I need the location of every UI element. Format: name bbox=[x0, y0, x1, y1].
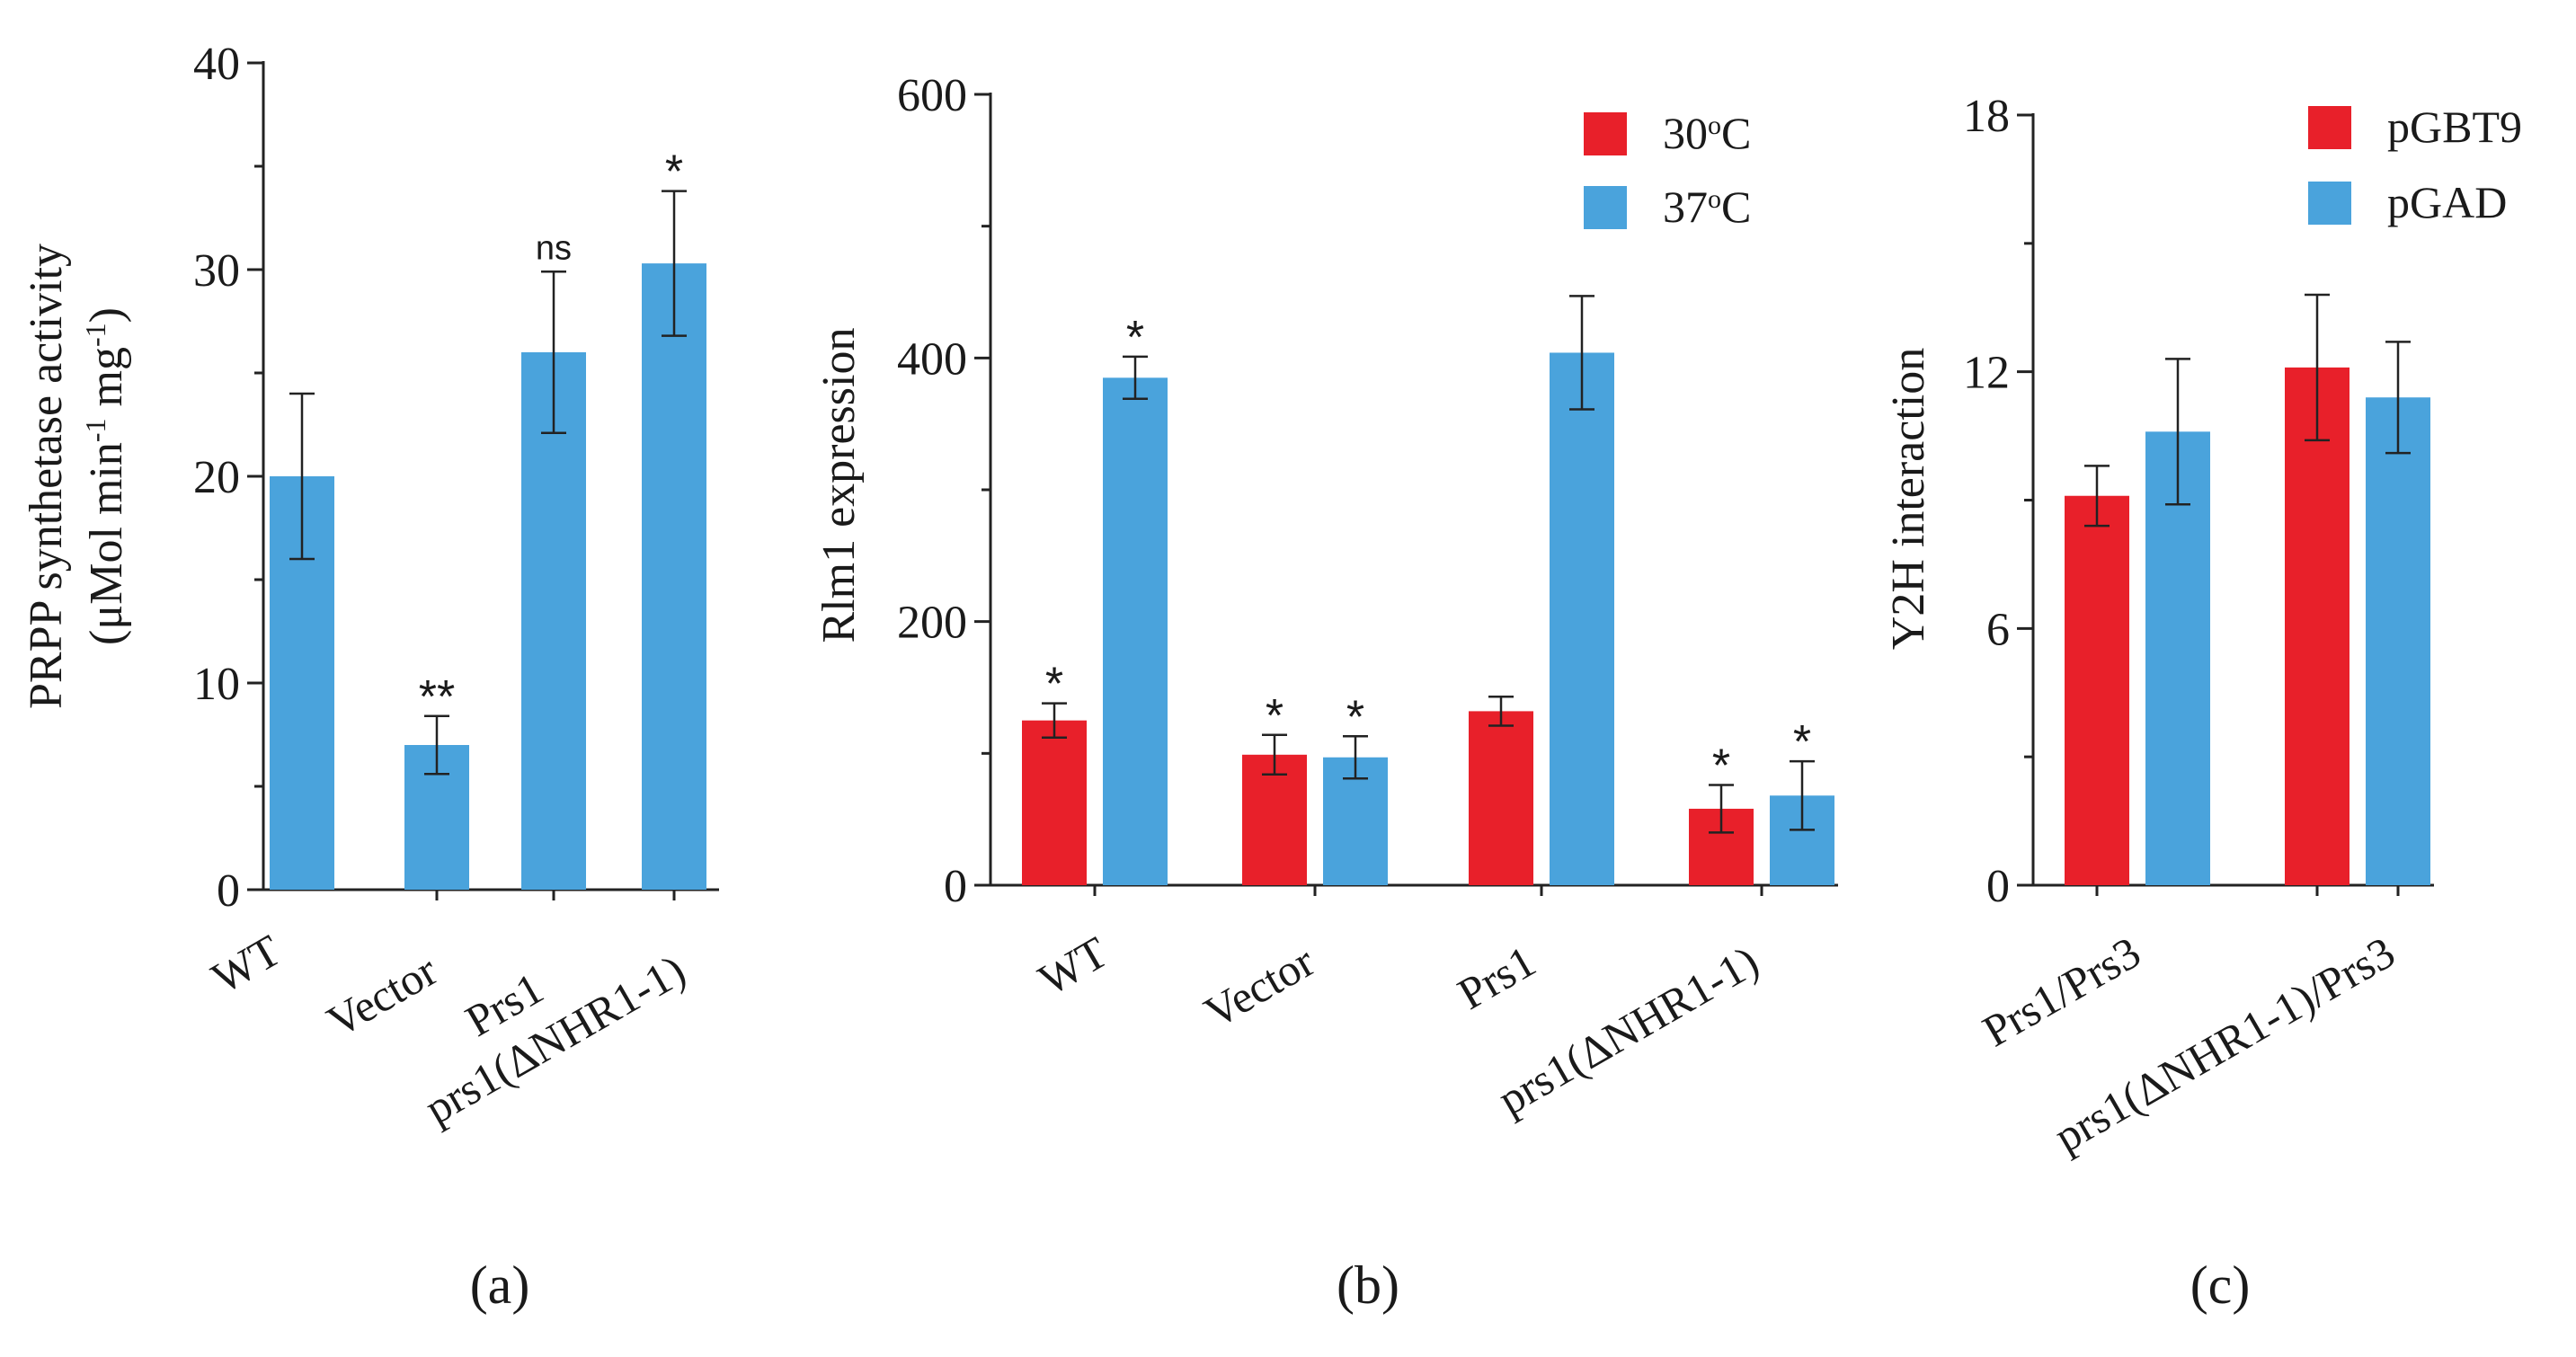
significance-label: * bbox=[1045, 659, 1063, 711]
y-tick-label: 6 bbox=[1986, 604, 2010, 655]
x-category-label: prs1(ΔNHR1-1) bbox=[416, 945, 693, 1133]
y-tick-label: 30 bbox=[193, 245, 240, 297]
panel-label: (a) bbox=[470, 1255, 530, 1315]
bar bbox=[1103, 377, 1168, 885]
y-unit-superscript: -1 bbox=[79, 323, 111, 347]
bar bbox=[2285, 367, 2349, 886]
y-tick-label: 600 bbox=[897, 70, 967, 121]
significance-label: ** bbox=[419, 671, 455, 723]
significance-label: * bbox=[665, 146, 683, 199]
bar bbox=[642, 263, 706, 891]
legend-label: 30oC bbox=[1663, 108, 1751, 158]
bar bbox=[2065, 495, 2129, 885]
x-category-label: Vector bbox=[318, 945, 445, 1047]
legend-degree: o bbox=[1708, 111, 1721, 140]
y-axis-label: PRPP synthetase activity bbox=[21, 244, 72, 709]
legend-label: pGBT9 bbox=[2387, 102, 2522, 152]
y-tick-label: 20 bbox=[193, 452, 240, 503]
y-tick-label: 40 bbox=[193, 39, 240, 90]
y-tick-label: 200 bbox=[897, 598, 967, 649]
significance-label: ns bbox=[536, 229, 572, 267]
legend-unit: C bbox=[1721, 108, 1751, 158]
bar bbox=[1550, 352, 1614, 885]
bar bbox=[1469, 711, 1533, 885]
bar bbox=[2366, 397, 2430, 885]
significance-label: * bbox=[1126, 312, 1144, 364]
significance-label: * bbox=[1266, 690, 1284, 742]
y-tick-label: 0 bbox=[944, 861, 967, 912]
y-tick-label: 400 bbox=[897, 333, 967, 385]
legend-value: 30 bbox=[1663, 108, 1708, 158]
legend-degree: o bbox=[1708, 184, 1721, 214]
legend-swatch bbox=[1584, 112, 1627, 155]
y-unit-part: mg bbox=[81, 347, 132, 418]
legend-swatch bbox=[1584, 186, 1627, 229]
y-tick-label: 18 bbox=[1963, 91, 2010, 142]
legend-value: 37 bbox=[1663, 182, 1708, 232]
legend-label: pGAD bbox=[2387, 177, 2507, 227]
bar bbox=[2145, 431, 2210, 885]
y-tick-label: 12 bbox=[1963, 348, 2010, 399]
legend-unit: C bbox=[1721, 182, 1751, 232]
y-tick-label: 0 bbox=[217, 865, 240, 917]
panel-label: (c) bbox=[2190, 1255, 2251, 1315]
bar bbox=[1242, 754, 1307, 885]
significance-label: * bbox=[1793, 716, 1811, 768]
y-unit-part: (μMol min bbox=[81, 442, 132, 645]
x-category-label: WT bbox=[203, 925, 289, 1003]
bar bbox=[1022, 720, 1087, 885]
y-unit-part: ) bbox=[81, 307, 132, 323]
y-axis-label: Rlm1 expression bbox=[813, 328, 865, 643]
bar bbox=[521, 352, 586, 890]
significance-label: * bbox=[1712, 741, 1730, 793]
y-tick-label: 0 bbox=[1986, 861, 2010, 912]
x-category-label: Vector bbox=[1195, 936, 1322, 1038]
y-tick-label: 10 bbox=[193, 659, 240, 710]
x-category-label: Prs1/Prs3 bbox=[1974, 927, 2148, 1056]
x-category-label: WT bbox=[1030, 927, 1115, 1005]
significance-label: * bbox=[1346, 691, 1364, 743]
legend-label: 37oC bbox=[1663, 182, 1751, 232]
x-category-label: Prs1 bbox=[1449, 936, 1543, 1019]
panel-label: (b) bbox=[1337, 1255, 1399, 1315]
y-axis-label: Y2H interaction bbox=[1883, 348, 1934, 650]
y-axis-label-units: (μMol min-1 mg-1) bbox=[79, 307, 132, 645]
y-unit-superscript: -1 bbox=[79, 419, 111, 443]
legend-swatch bbox=[2308, 182, 2351, 225]
legend-swatch bbox=[2308, 106, 2351, 149]
